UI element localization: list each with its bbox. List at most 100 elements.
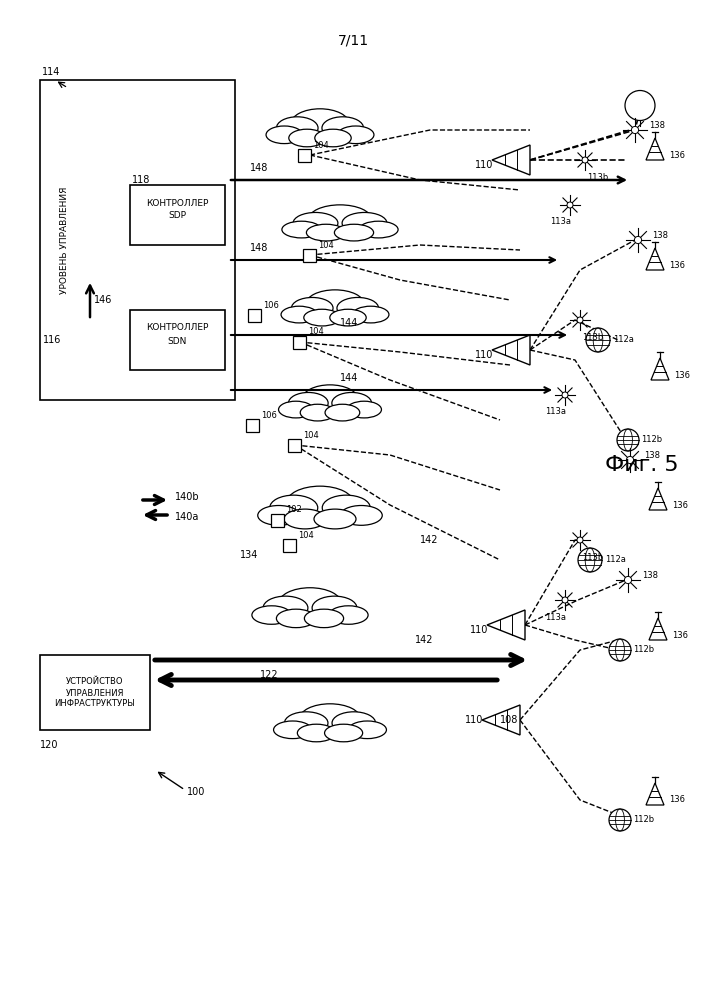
Bar — [303, 248, 317, 261]
Text: 122: 122 — [260, 670, 279, 680]
Bar — [298, 148, 312, 161]
Text: 144: 144 — [340, 373, 358, 383]
Text: 106: 106 — [263, 300, 279, 310]
Text: КОНТРОЛЛЕР: КОНТРОЛЛЕР — [146, 324, 208, 332]
Ellipse shape — [315, 129, 351, 147]
Ellipse shape — [329, 606, 368, 624]
Circle shape — [578, 548, 602, 572]
Text: 104: 104 — [308, 328, 324, 336]
Ellipse shape — [306, 224, 346, 241]
Ellipse shape — [312, 596, 357, 620]
Polygon shape — [492, 335, 530, 365]
Ellipse shape — [334, 224, 373, 241]
Text: 138: 138 — [644, 450, 660, 460]
Circle shape — [617, 429, 639, 451]
Text: УСТРОЙСТВО: УСТРОЙСТВО — [66, 678, 124, 686]
Text: УПРАВЛЕНИЯ: УПРАВЛЕНИЯ — [66, 688, 124, 698]
Text: 136: 136 — [672, 500, 688, 510]
Polygon shape — [651, 358, 669, 380]
Ellipse shape — [252, 606, 291, 624]
Text: 146: 146 — [94, 295, 112, 305]
Text: 136: 136 — [669, 260, 685, 269]
Circle shape — [625, 91, 655, 120]
Ellipse shape — [291, 109, 349, 139]
Ellipse shape — [282, 221, 321, 238]
Text: 136: 136 — [672, 631, 688, 640]
Ellipse shape — [332, 712, 375, 734]
Text: 104: 104 — [318, 240, 334, 249]
Text: 110: 110 — [465, 715, 484, 725]
Polygon shape — [482, 705, 520, 735]
Text: 113a: 113a — [550, 218, 571, 227]
Ellipse shape — [314, 509, 356, 529]
Text: 100: 100 — [187, 787, 205, 797]
Text: SDP: SDP — [168, 212, 186, 221]
Circle shape — [586, 328, 610, 352]
Ellipse shape — [263, 596, 308, 620]
Text: 142: 142 — [415, 635, 433, 645]
Text: КОНТРОЛЛЕР: КОНТРОЛЛЕР — [146, 198, 208, 208]
Ellipse shape — [304, 309, 340, 326]
Text: 148: 148 — [250, 243, 269, 253]
Bar — [293, 336, 307, 349]
Ellipse shape — [332, 392, 372, 414]
Bar — [130, 310, 225, 370]
Bar — [247, 418, 259, 432]
Text: 110: 110 — [475, 350, 493, 360]
Text: 112b: 112b — [641, 436, 662, 444]
Ellipse shape — [346, 401, 382, 418]
Text: 136: 136 — [674, 370, 690, 379]
Text: 138: 138 — [642, 570, 658, 580]
Polygon shape — [646, 783, 664, 805]
Ellipse shape — [325, 724, 363, 742]
Ellipse shape — [302, 385, 358, 414]
Circle shape — [634, 236, 641, 244]
Ellipse shape — [325, 404, 360, 421]
Ellipse shape — [337, 297, 378, 319]
Circle shape — [567, 202, 573, 208]
Text: 7/11: 7/11 — [337, 33, 368, 47]
Bar — [248, 308, 262, 322]
Circle shape — [631, 126, 638, 134]
Ellipse shape — [291, 297, 333, 319]
Polygon shape — [487, 610, 525, 640]
Ellipse shape — [305, 609, 344, 628]
Ellipse shape — [340, 506, 382, 525]
Text: 108: 108 — [500, 715, 518, 725]
Circle shape — [562, 597, 568, 603]
Text: 118: 118 — [132, 175, 151, 185]
Text: 114: 114 — [42, 67, 60, 77]
Ellipse shape — [276, 609, 315, 628]
Text: 104: 104 — [298, 530, 314, 540]
Bar — [271, 514, 284, 526]
Bar — [130, 185, 225, 245]
Text: 136: 136 — [669, 150, 685, 159]
Bar — [40, 655, 150, 730]
Ellipse shape — [300, 404, 335, 421]
Ellipse shape — [322, 117, 363, 139]
Text: 112b: 112b — [633, 646, 654, 654]
Text: 140b: 140b — [175, 492, 199, 502]
Ellipse shape — [359, 221, 398, 238]
Text: 112a: 112a — [605, 556, 626, 564]
Ellipse shape — [288, 392, 328, 414]
Text: 112b: 112b — [633, 816, 654, 824]
Text: 116: 116 — [43, 335, 62, 345]
Ellipse shape — [258, 506, 300, 525]
Text: 134: 134 — [240, 550, 258, 560]
Text: 104: 104 — [303, 430, 319, 440]
Text: 110: 110 — [475, 160, 493, 170]
Circle shape — [609, 639, 631, 661]
Ellipse shape — [279, 401, 313, 418]
Circle shape — [624, 576, 631, 584]
Text: 138: 138 — [652, 231, 668, 239]
Ellipse shape — [284, 509, 326, 529]
Polygon shape — [649, 488, 667, 510]
Text: 113b: 113b — [582, 332, 603, 342]
Ellipse shape — [298, 724, 335, 742]
Ellipse shape — [342, 212, 387, 234]
Text: 113b: 113b — [582, 552, 603, 562]
Text: 113b: 113b — [587, 172, 608, 182]
Ellipse shape — [288, 129, 325, 147]
Text: 120: 120 — [40, 740, 59, 750]
